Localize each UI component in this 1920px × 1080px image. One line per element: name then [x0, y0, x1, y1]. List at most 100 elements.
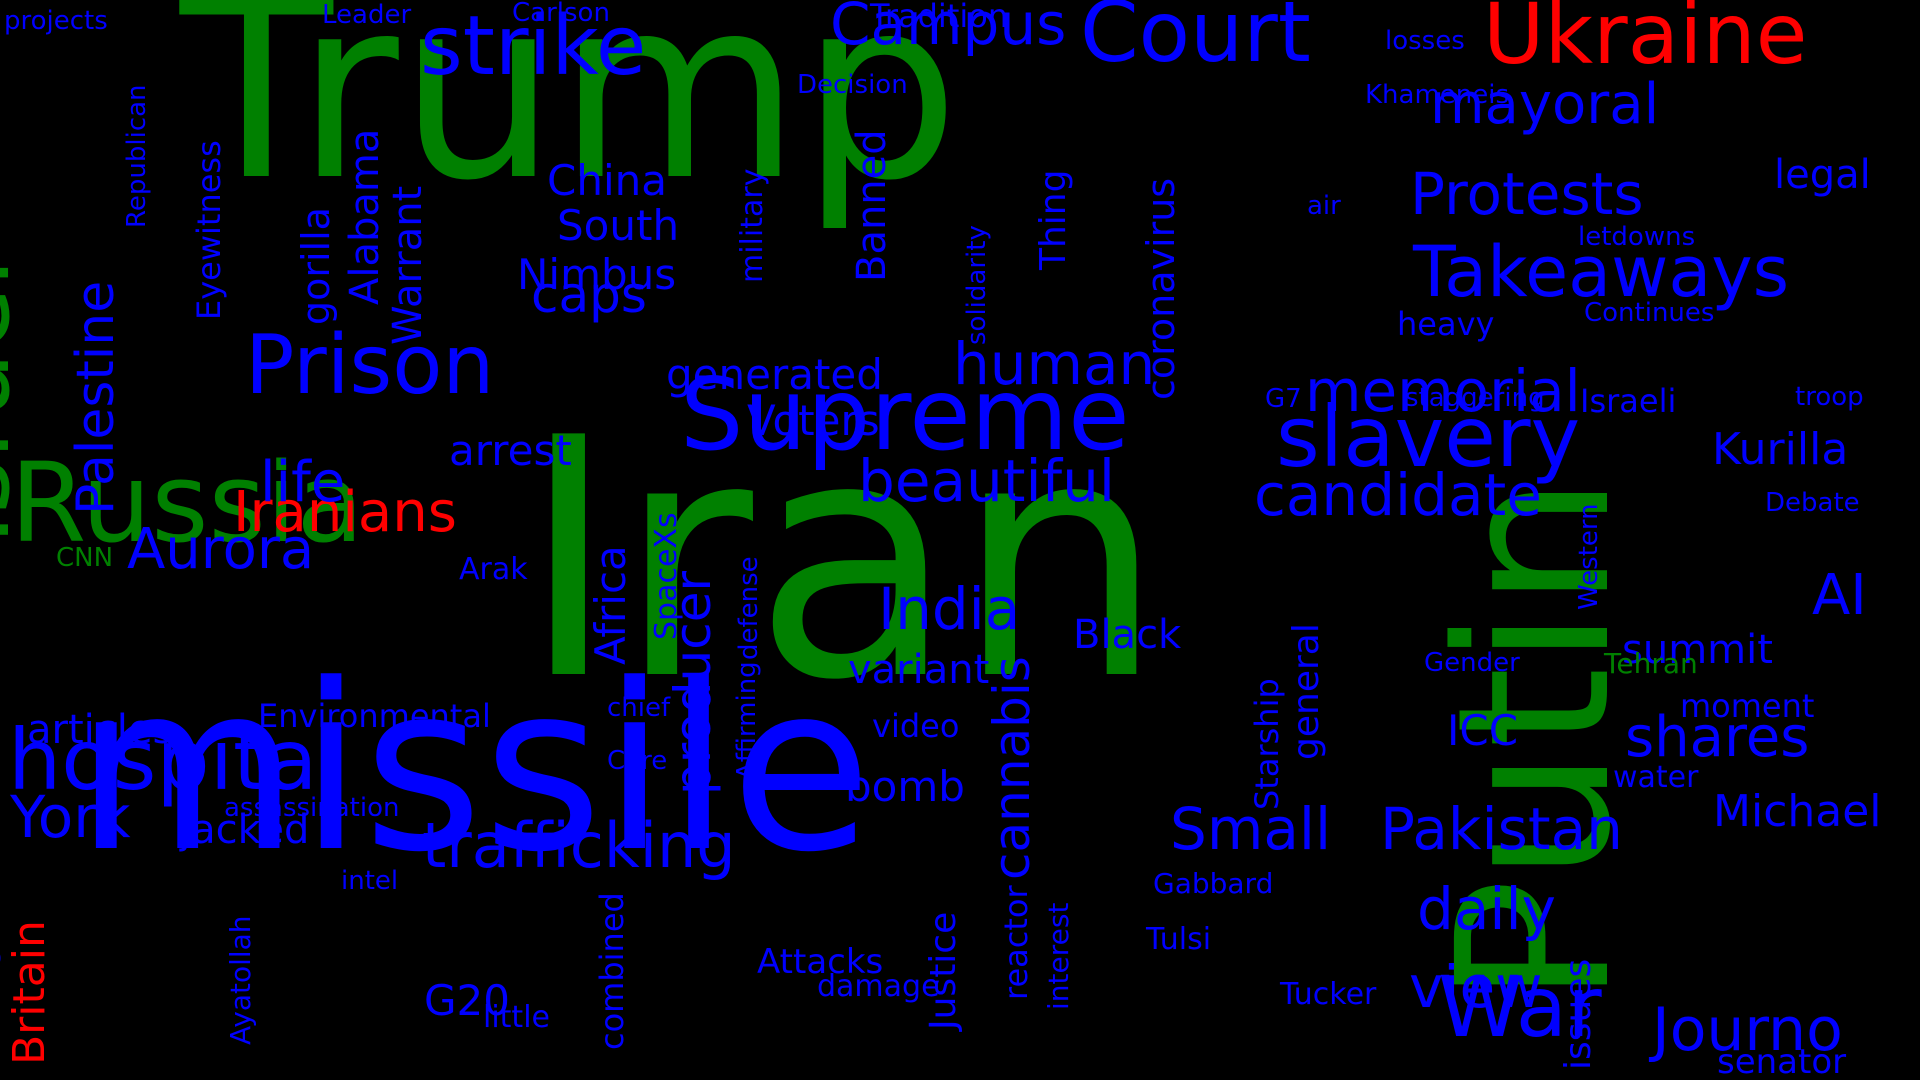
word-continues: Continues [1584, 298, 1715, 328]
word-spacexs: SpaceXs [649, 512, 684, 640]
word-icc: ICC [1447, 706, 1519, 755]
word-tulsi: Tulsi [1146, 922, 1212, 957]
word-defense: defense [734, 556, 764, 660]
word-hospital: hospital [8, 711, 341, 809]
word-australian: Australian [0, 207, 8, 470]
word-starship: Starship [1248, 678, 1286, 810]
word-letdowns: letdowns [1578, 222, 1696, 252]
word-legal: legal [1774, 152, 1871, 198]
word-candidate: candidate [1254, 461, 1542, 529]
word-tradition: Tradition [870, 0, 1009, 35]
word-warrant: Warrant [385, 185, 431, 345]
word-moment: moment [1680, 687, 1815, 725]
word-israeli: Israeli [1580, 382, 1677, 420]
word-south: South [557, 201, 680, 250]
word-strike: strike [420, 0, 647, 94]
word-care: Care [607, 746, 668, 776]
word-gender: Gender [1424, 648, 1520, 678]
word-projects: projects [4, 6, 108, 36]
word-york: York [10, 783, 131, 851]
word-general: general [1286, 623, 1327, 760]
word-aurora: Aurora [127, 517, 315, 582]
word-palestine: Palestine [66, 280, 126, 515]
word-cnn: CNN [56, 543, 114, 573]
word-ayatollah: Ayatollah [224, 915, 257, 1045]
word-coronavirus: coronavirus [1139, 177, 1183, 400]
word-chief: chief [607, 693, 671, 723]
word-court: Court [1080, 0, 1311, 81]
word-daily: daily [1417, 875, 1556, 943]
word-affirming: Affirming [732, 661, 762, 780]
word-leader: Leader [322, 0, 412, 30]
word-britain: Britain [4, 920, 55, 1065]
word-memorial: memorial [1305, 357, 1581, 425]
word-iran: Iran [520, 368, 1165, 752]
word-gorilla: gorilla [294, 207, 338, 325]
word-variant: variant [848, 647, 990, 693]
word-tehran: Tehran [1604, 647, 1698, 680]
word-combined: combined [593, 892, 631, 1050]
word-campus: Campus [830, 0, 1067, 58]
word-journo: Journo [1652, 995, 1843, 1065]
word-arrest: arrest [449, 426, 572, 475]
word-justice: Justice [923, 911, 964, 1030]
word-banned: Banned [849, 129, 895, 282]
word-alabama: Alabama [342, 128, 388, 305]
word-iranians: Iranians [233, 480, 457, 545]
word-damage: damage [817, 969, 940, 1004]
word-prison: Prison [245, 318, 495, 413]
word-heavy: heavy [1397, 305, 1495, 343]
word-trump: Trump [180, 0, 960, 235]
word-carlson: Carlson [512, 0, 610, 28]
word-michael: Michael [1713, 786, 1882, 837]
word-kurilla: Kurilla [1712, 424, 1849, 475]
word-reactor: reactor [997, 885, 1035, 1000]
word-military: military [735, 168, 770, 283]
word-video: video [872, 707, 960, 745]
word-senator: senator [1717, 1042, 1847, 1080]
word-articles: articles [27, 707, 174, 753]
word-little: little [483, 1000, 550, 1035]
word-ai: AI [1812, 563, 1867, 628]
word-trafficking: trafficking [422, 809, 736, 882]
word-staggering: staggering [1405, 383, 1545, 413]
word-russia: Russia [10, 439, 364, 567]
word-ukraine: Ukraine [1483, 0, 1808, 83]
word-republican: Republican [122, 84, 152, 228]
word-voters: Voters [747, 396, 880, 445]
word-summit: summit [1622, 627, 1773, 673]
word-eyewitness: Eyewitness [190, 140, 228, 320]
word-assassination: assassination [224, 793, 400, 823]
word-western: Western [1574, 503, 1604, 610]
word-shares: shares [1625, 705, 1810, 770]
word-decision: Decision [797, 70, 908, 100]
word-interest: interest [1042, 902, 1075, 1010]
word-bomb: bomb [845, 762, 965, 811]
word-environmental: Environmental [258, 697, 491, 735]
word-air: air [1307, 191, 1341, 221]
word-solidarity: solidarity [962, 225, 992, 345]
word-missile: missile [75, 636, 872, 903]
word-intel: intel [341, 866, 399, 896]
word-slavery: slavery [1276, 388, 1581, 486]
word-life: life [260, 450, 346, 515]
word-debate: Debate [1765, 488, 1860, 518]
word-arak: Arak [459, 552, 528, 587]
word-caps: caps [531, 266, 647, 324]
word-cannabis: cannabis [983, 656, 1041, 880]
word-pakistan: Pakistan [1380, 795, 1623, 863]
word-black: Black [1073, 612, 1182, 658]
word-small: Small [1170, 795, 1332, 863]
word-beautiful: beautiful [858, 447, 1115, 515]
word-war: War [1438, 958, 1602, 1056]
word-takeaways: Takeaways [1413, 231, 1790, 313]
word-jacked: jacked [180, 807, 310, 853]
word-mayoral: mayoral [1430, 72, 1660, 137]
word-human: human [953, 330, 1156, 398]
word-nimbus: Nimbus [517, 250, 677, 299]
word-water: water [1613, 760, 1699, 795]
word-view: view [1409, 953, 1543, 1021]
word-thing: Thing [1033, 169, 1074, 270]
word-issues: issues [1558, 958, 1599, 1070]
